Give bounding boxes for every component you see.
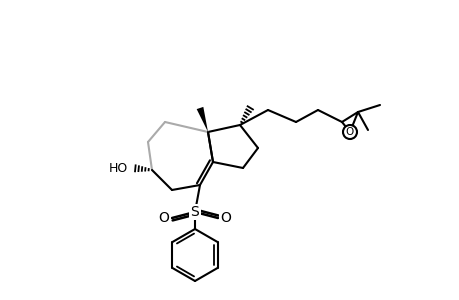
Text: HO: HO xyxy=(108,161,127,175)
Text: O: O xyxy=(158,211,169,225)
Text: S: S xyxy=(190,205,199,219)
Text: O: O xyxy=(345,127,353,137)
Polygon shape xyxy=(196,107,207,132)
Circle shape xyxy=(342,125,356,139)
Text: O: O xyxy=(220,211,231,225)
